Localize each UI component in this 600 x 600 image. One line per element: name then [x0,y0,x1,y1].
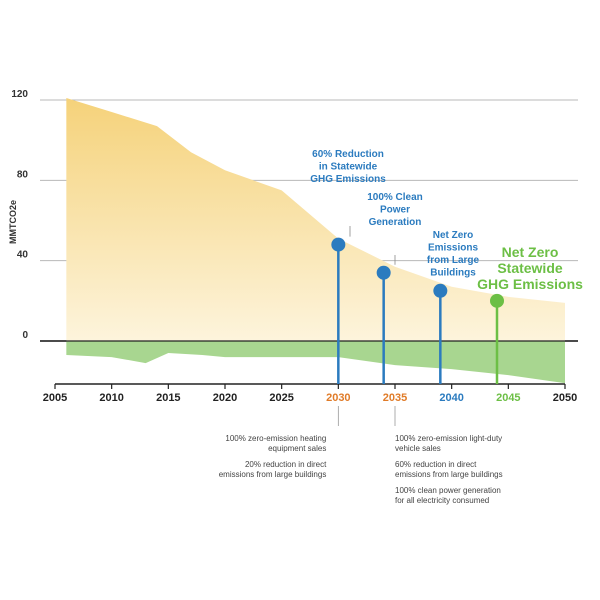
x-tick-label: 2045 [496,392,520,404]
milestone-label-line: Generation [369,217,422,228]
note-line: 100% zero-emission heating [225,434,326,443]
x-tick-label: 2030 [326,392,350,404]
milestone-label-line: 60% Reduction [312,149,384,160]
milestone-markers: 60% Reduction in Statewide GHG Emissions10… [310,149,583,384]
note-line [324,450,326,459]
x-tick-label: 2035 [383,392,407,404]
milestone-note: 100% zero-emission heating equipment sale… [219,434,327,479]
note-line [395,450,397,459]
y-tick-label: 80 [17,169,29,180]
milestone-label: Net Zero Statewide GHG Emissions [477,244,583,292]
y-axis-label: MMTCO2e [8,200,18,244]
note-line: 60% reduction in direct [395,460,477,469]
note-line: 20% reduction in direct [245,460,327,469]
note-line: emissions from large buildings [395,470,503,479]
milestone-dot [331,237,346,252]
y-tick-label: 0 [22,330,28,341]
x-tick-label: 2015 [156,392,180,404]
note-line [395,476,397,485]
y-tick-label: 40 [17,250,29,261]
note-line: emissions from large buildings [219,470,327,479]
sequestration-area [66,341,565,384]
milestone-label-line: Power [380,205,410,216]
milestone-dot [490,293,504,308]
x-tick-label: 2050 [553,392,577,404]
milestone-notes: 100% zero-emission heating equipment sale… [219,406,503,505]
note-line: vehicle sales [395,444,441,453]
milestone-note: 100% zero-emission light-duty vehicle sal… [395,434,503,505]
milestone-dot [376,265,391,280]
y-tick-label: 120 [11,89,28,100]
milestone-label-line: GHG Emissions [310,174,386,185]
x-tick-label: 2025 [269,392,293,404]
milestone-label-line: 100% Clean [367,192,423,203]
milestone-dot [433,283,448,298]
milestone-label-line: Net Zero [502,244,559,260]
milestone-label: Net Zero Emissions from Large Buildings [427,230,480,279]
milestone-label-line: from Large [427,255,480,266]
milestone-label-line: Statewide [497,260,563,276]
milestone-label: 60% Reduction in Statewide GHG Emissions [310,149,386,185]
milestone-label-line: Buildings [430,268,476,279]
note-line: equipment sales [268,444,326,453]
milestone-label-line: GHG Emissions [477,276,583,292]
milestone-label-line: in Statewide [319,162,378,173]
milestone-label-line: Emissions [428,243,478,254]
x-tick-label: 2010 [99,392,123,404]
axes: 2005 2010 2015 2020 2025 2030 2035 2040 2045 2050 [43,383,577,404]
milestone-label: 100% Clean Power Generation [367,192,423,228]
note-line: for all electricity consumed [395,496,489,505]
note-line: 100% zero-emission light-duty [395,434,502,443]
gross-emissions-area [66,97,565,341]
milestone-label-line: Net Zero [433,230,474,241]
x-tick-label: 2020 [213,392,237,404]
x-tick-label: 2005 [43,392,67,404]
note-line: 100% clean power generation [395,486,501,495]
x-tick-label: 2040 [439,392,463,404]
